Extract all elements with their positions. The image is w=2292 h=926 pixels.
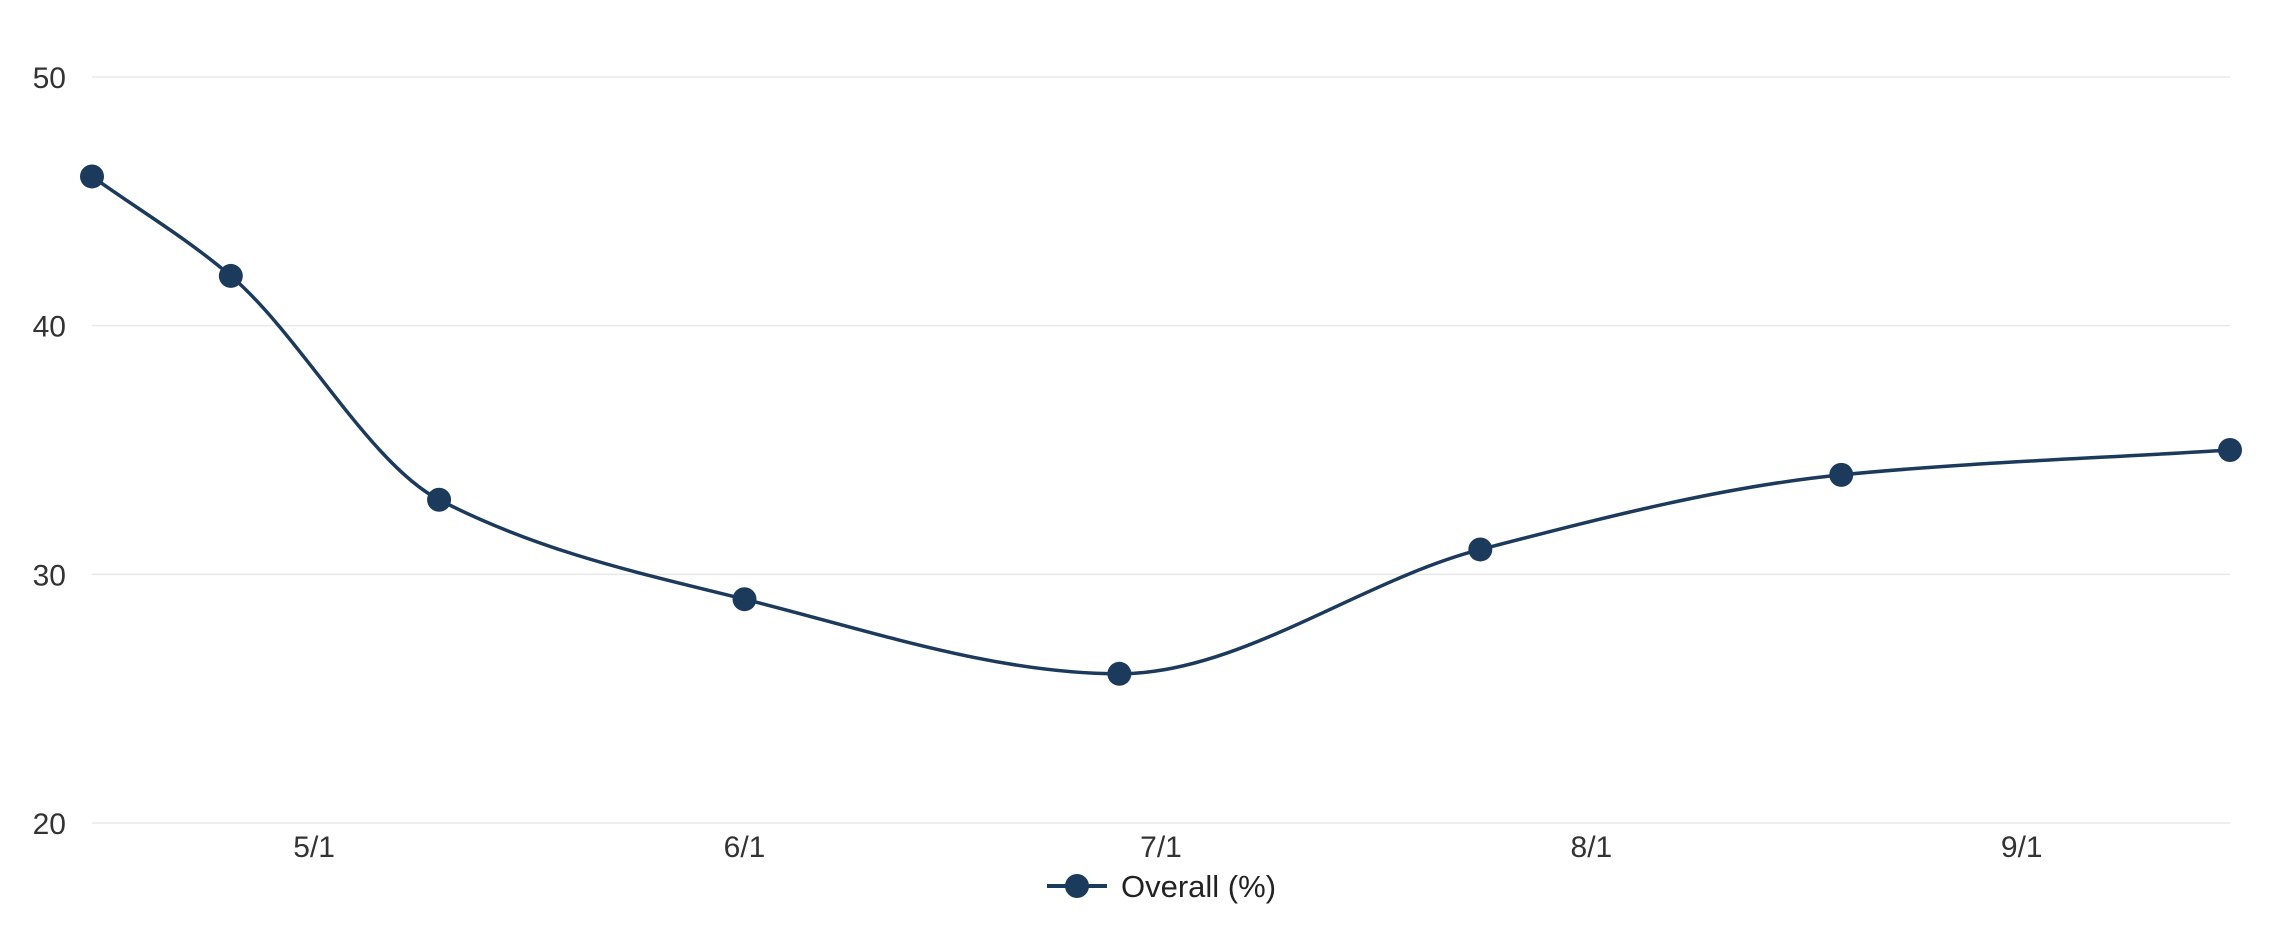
- x-tick-label: 8/1: [1571, 831, 1613, 864]
- y-tick-label: 40: [33, 311, 66, 344]
- y-axis-tick-labels: 20 30 40 50: [33, 62, 66, 841]
- x-tick-label: 5/1: [293, 831, 335, 864]
- data-point[interactable]: [732, 587, 757, 612]
- data-point[interactable]: [1468, 537, 1493, 562]
- y-tick-label: 50: [33, 62, 66, 95]
- data-point[interactable]: [218, 263, 243, 288]
- y-tick-label: 30: [33, 559, 66, 592]
- data-point[interactable]: [1107, 661, 1132, 686]
- x-tick-label: 6/1: [724, 831, 766, 864]
- legend-label: Overall (%): [1121, 869, 1276, 904]
- series-line: [90, 175, 2231, 676]
- data-point[interactable]: [427, 487, 452, 512]
- x-tick-label: 7/1: [1140, 831, 1182, 864]
- legend[interactable]: Overall (%): [1047, 869, 1276, 904]
- x-tick-label: 9/1: [2001, 831, 2043, 864]
- data-point[interactable]: [2218, 438, 2242, 462]
- legend-marker-swatch: [1065, 874, 1089, 898]
- y-tick-label: 20: [33, 808, 66, 841]
- series-layer: [80, 164, 2242, 686]
- x-axis-tick-labels: 5/1 6/1 7/1 8/1 9/1: [293, 831, 2042, 864]
- data-point[interactable]: [1829, 462, 1854, 487]
- gridlines: [92, 76, 2230, 824]
- data-point[interactable]: [80, 164, 104, 189]
